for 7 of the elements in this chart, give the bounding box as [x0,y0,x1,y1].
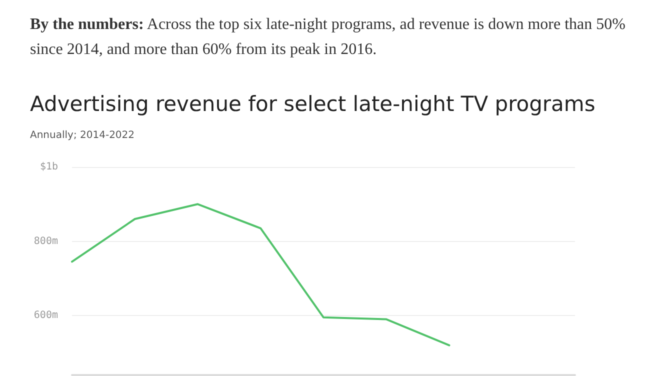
text: By the numbers: Across the top six late-night programs, ad revenue is down more than 50% since 2014, and more than 60% from its peak in 2016. [30,15,626,60]
chart-title: Advertising revenue for select late-night TV programs [30,91,596,117]
line-series [71,203,450,346]
y-tick-label: $1b [40,162,58,172]
y-tick-label: 800m [34,236,58,247]
y-tick-label: 600m [34,310,58,322]
chart-subtitle: Annually; 2014-2022 [30,129,135,142]
